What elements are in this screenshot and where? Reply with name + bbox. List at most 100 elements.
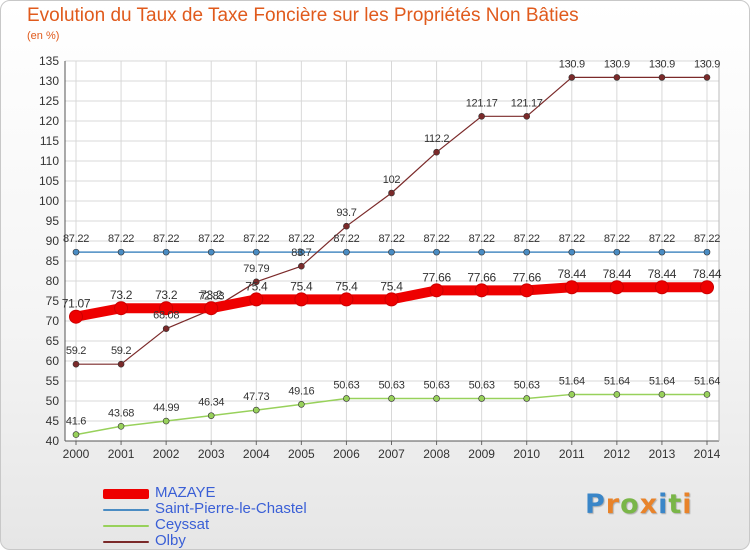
y-tick-label: 135 [39, 54, 59, 68]
y-tick-label: 115 [40, 134, 59, 148]
x-tick-label: 2003 [198, 447, 225, 461]
legend-swatch [103, 509, 149, 511]
data-label-mazaye: 73.2 [200, 288, 223, 302]
data-point-ceyssat [658, 391, 666, 398]
data-point-mazaye [204, 301, 219, 316]
data-label-saint-pierre: 87.22 [649, 233, 675, 245]
data-point-mazaye [159, 301, 174, 316]
data-point-mazaye [249, 292, 264, 307]
logo-letter: i [658, 489, 669, 520]
data-point-olby [568, 74, 576, 81]
data-label-mazaye: 73.2 [110, 288, 133, 302]
data-label-mazaye: 77.66 [512, 270, 541, 284]
data-point-ceyssat [433, 395, 440, 402]
chart-title: Evolution du Taux de Taxe Foncière sur l… [27, 5, 579, 26]
data-label-mazaye: 77.66 [467, 270, 496, 284]
data-label-ceyssat: 51.64 [604, 375, 630, 387]
data-label-mazaye: 71.07 [62, 297, 91, 311]
data-label-mazaye: 75.4 [290, 279, 313, 293]
data-label-saint-pierre: 87.22 [198, 233, 224, 245]
x-tick-label: 2008 [423, 447, 450, 461]
x-tick-label: 2014 [694, 447, 721, 461]
legend-label: MAZAYE [155, 484, 216, 501]
legend-swatch [103, 489, 149, 499]
data-label-saint-pierre: 87.22 [424, 233, 450, 245]
data-label-ceyssat: 51.64 [559, 375, 585, 387]
legend-label: Saint-Pierre-le-Chastel [155, 500, 307, 517]
y-tick-label: 80 [46, 274, 60, 288]
data-point-olby [703, 74, 711, 81]
logo-letter: i [682, 489, 693, 520]
y-tick-label: 110 [40, 154, 59, 168]
y-tick-label: 55 [46, 374, 60, 388]
y-tick-label: 65 [46, 334, 60, 348]
data-point-mazaye [339, 292, 354, 307]
data-label-mazaye: 75.4 [335, 279, 358, 293]
x-tick-label: 2009 [468, 447, 495, 461]
data-label-olby: 130.9 [604, 58, 630, 70]
data-point-olby [478, 113, 485, 120]
x-tick-label: 2011 [559, 447, 585, 461]
data-point-saint-pierre [117, 248, 125, 256]
x-tick-label: 2007 [378, 447, 405, 461]
data-label-saint-pierre: 87.22 [153, 233, 179, 245]
data-point-saint-pierre [658, 248, 666, 256]
data-label-ceyssat: 51.64 [694, 375, 720, 387]
data-label-ceyssat: 43.68 [108, 407, 134, 419]
data-label-olby: 121.17 [466, 97, 498, 109]
data-point-olby [117, 360, 125, 368]
data-point-olby [252, 278, 260, 286]
data-label-olby: 59.2 [66, 345, 86, 357]
logo-letter: o [620, 489, 640, 520]
logo-letter: x [639, 489, 659, 520]
data-point-ceyssat [568, 391, 576, 398]
data-point-saint-pierre [433, 248, 440, 256]
data-point-ceyssat [298, 401, 305, 408]
data-label-ceyssat: 50.63 [514, 379, 540, 391]
data-label-ceyssat: 49.16 [288, 385, 314, 397]
y-tick-label: 105 [39, 174, 59, 188]
x-tick-label: 2010 [513, 447, 540, 461]
data-point-olby [433, 148, 440, 156]
data-point-ceyssat [703, 391, 711, 398]
x-tick-label: 2012 [604, 447, 631, 461]
y-tick-label: 95 [46, 214, 60, 228]
data-point-ceyssat [162, 417, 170, 425]
data-point-mazaye [654, 280, 669, 295]
data-point-olby [298, 262, 305, 270]
data-point-mazaye [474, 283, 489, 298]
data-point-mazaye [564, 280, 579, 295]
y-tick-label: 45 [46, 414, 60, 428]
data-point-mazaye [384, 292, 399, 307]
data-label-ceyssat: 51.64 [649, 375, 675, 387]
data-point-saint-pierre [72, 248, 80, 256]
y-tick-label: 100 [39, 194, 59, 208]
data-label-olby: 72.83 [198, 291, 224, 303]
data-label-mazaye: 75.4 [380, 279, 403, 293]
data-label-ceyssat: 47.73 [243, 391, 269, 403]
data-point-olby [162, 325, 170, 332]
data-label-ceyssat: 46.34 [198, 397, 224, 409]
data-point-mazaye [429, 283, 444, 298]
data-label-olby: 130.9 [694, 58, 720, 70]
legend-label: Ceyssat [155, 516, 210, 533]
data-point-ceyssat [523, 395, 531, 402]
x-tick-label: 2001 [108, 447, 135, 461]
data-point-olby [613, 74, 621, 81]
data-point-ceyssat [478, 395, 485, 402]
data-point-ceyssat [343, 395, 350, 402]
data-point-mazaye [609, 280, 624, 295]
data-point-ceyssat [207, 412, 215, 419]
y-tick-label: 40 [46, 434, 60, 448]
data-label-ceyssat: 44.99 [153, 402, 179, 414]
data-point-ceyssat [117, 422, 125, 430]
data-label-mazaye: 78.44 [648, 267, 677, 281]
data-label-saint-pierre: 87.22 [514, 233, 540, 245]
proxiti-logo: Proxiti [585, 489, 693, 520]
data-label-saint-pierre: 87.22 [333, 233, 359, 245]
unit-label: (en %) [27, 30, 60, 42]
x-tick-label: 2013 [649, 447, 676, 461]
y-tick-label: 70 [46, 314, 60, 328]
